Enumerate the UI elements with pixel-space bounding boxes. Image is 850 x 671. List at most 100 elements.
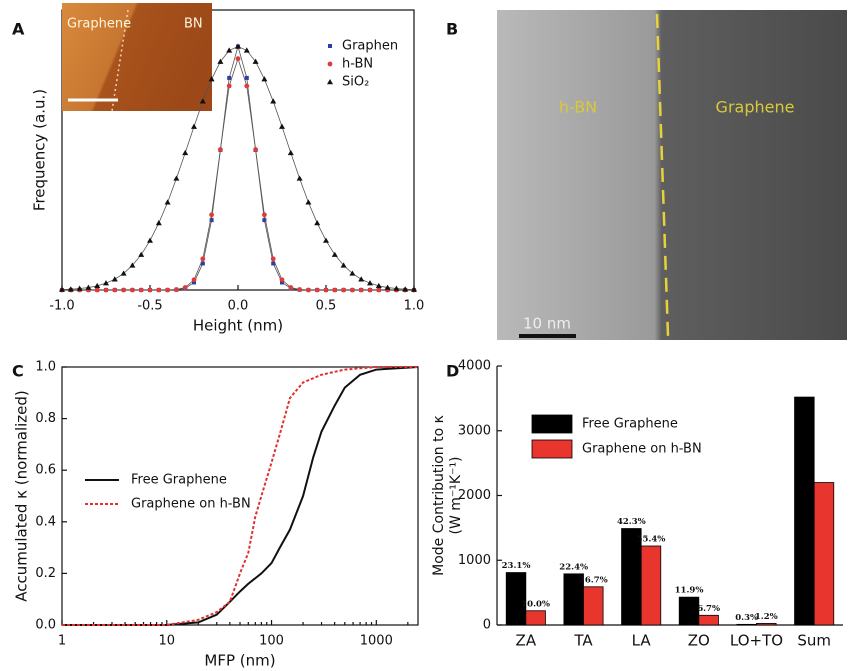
marker — [393, 285, 400, 291]
bar — [583, 586, 604, 626]
marker — [67, 286, 74, 292]
marker — [147, 237, 153, 243]
bar — [678, 596, 700, 626]
marker — [209, 212, 215, 218]
marker — [402, 286, 409, 292]
marker — [327, 79, 333, 85]
bar — [813, 482, 835, 626]
legend-label: Free Graphene — [131, 473, 227, 488]
marker — [262, 212, 267, 218]
share-label: 10.0% — [521, 599, 550, 609]
x-tick-label: 0.5 — [316, 299, 337, 314]
marker — [218, 147, 223, 152]
y-tick-label: 0.6 — [35, 463, 56, 478]
y-tick-label: 0.0 — [35, 618, 56, 633]
y-axis-label: (W m⁻¹K⁻¹) — [448, 456, 464, 534]
marker — [138, 251, 145, 257]
panel-letter: C — [12, 362, 24, 381]
marker — [358, 276, 365, 282]
marker — [235, 43, 241, 49]
x-tick-label: 100 — [259, 634, 284, 649]
marker — [331, 251, 338, 257]
marker — [297, 287, 302, 292]
legend-swatch — [531, 439, 573, 459]
marker — [314, 287, 320, 293]
inset-edge — [111, 9, 129, 112]
share-label: 42.3% — [617, 517, 646, 527]
legend-label: SiO₂ — [342, 75, 369, 90]
bar — [756, 622, 777, 626]
panel-letter: D — [446, 362, 459, 381]
marker — [59, 286, 65, 292]
x-tick-label: 1 — [58, 634, 66, 649]
panel-letter: A — [12, 20, 25, 39]
y-axis-label: Mode Contribution to κ — [431, 415, 447, 576]
marker — [130, 287, 135, 293]
marker — [279, 277, 285, 283]
marker — [376, 287, 382, 293]
marker — [270, 256, 276, 262]
marker — [94, 287, 100, 293]
y-axis-label: Accumulated κ (normalized) — [13, 390, 31, 602]
marker — [182, 149, 189, 156]
marker — [340, 262, 347, 268]
scale-bar-label: 10 nm — [523, 315, 571, 333]
x-tick-label: ZA — [516, 632, 537, 650]
marker — [174, 287, 179, 292]
bar — [525, 610, 546, 626]
marker — [367, 287, 373, 293]
y-tick-label: 0.8 — [35, 411, 56, 426]
x-tick-label: 10 — [158, 634, 175, 649]
marker — [191, 277, 197, 283]
marker — [235, 56, 241, 62]
marker — [243, 47, 250, 53]
share-label: 26.7% — [579, 575, 608, 585]
marker — [226, 47, 233, 53]
x-tick-label: TA — [573, 632, 593, 650]
marker — [358, 287, 364, 293]
x-tick-label: 1000 — [360, 634, 393, 649]
marker — [323, 287, 329, 293]
marker — [227, 75, 232, 80]
marker — [323, 237, 329, 243]
marker — [350, 287, 355, 293]
legend-frame — [528, 410, 532, 414]
marker — [306, 287, 311, 293]
share-label: 1.2% — [755, 612, 778, 622]
share-label: 55.4% — [637, 535, 666, 545]
marker — [165, 287, 171, 293]
marker — [384, 284, 391, 290]
marker — [199, 98, 206, 104]
marker — [261, 76, 268, 82]
marker — [156, 287, 162, 293]
bar — [640, 545, 662, 626]
marker — [155, 220, 162, 226]
x-tick-label: LA — [632, 632, 652, 650]
x-tick-label: ZO — [688, 632, 710, 650]
line — [62, 366, 418, 626]
marker — [341, 287, 346, 293]
y-tick-label: 0.4 — [35, 514, 56, 529]
panel-letter: B — [446, 20, 458, 39]
boundary-line — [655, 13, 670, 337]
tem-image — [497, 10, 847, 340]
marker — [226, 83, 232, 89]
bar — [505, 572, 527, 626]
marker — [411, 286, 417, 292]
marker — [296, 175, 303, 181]
x-axis-label: MFP (nm) — [204, 652, 275, 670]
bar — [698, 614, 719, 626]
marker — [280, 280, 284, 285]
y-tick-label: 2000 — [458, 488, 491, 503]
marker — [120, 270, 127, 276]
marker — [192, 280, 196, 285]
marker — [121, 287, 126, 293]
x-tick-label: Sum — [797, 632, 831, 650]
marker — [129, 262, 136, 268]
legend-label: Graphen — [342, 39, 398, 54]
x-tick-label: 0.0 — [228, 299, 249, 314]
marker — [103, 287, 109, 293]
marker — [209, 218, 214, 223]
image-label: h-BN — [559, 98, 597, 117]
y-tick-label: 3000 — [458, 423, 491, 438]
